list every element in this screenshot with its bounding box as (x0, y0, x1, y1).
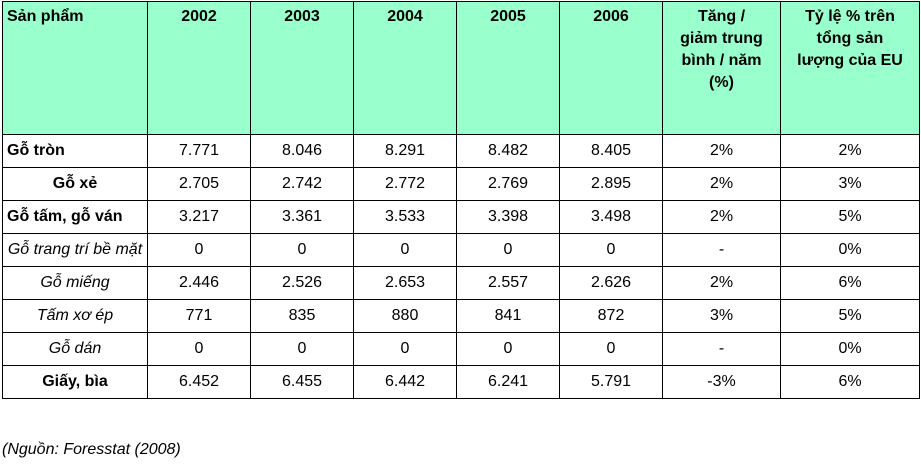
value-cell: 835 (250, 299, 354, 333)
value-cell: 0 (250, 332, 354, 366)
header-row: Sản phẩm 2002 2003 2004 2005 2006 Tăng /… (2, 1, 920, 135)
value-cell: 2.446 (147, 266, 251, 300)
value-cell: 3.217 (147, 200, 251, 234)
table-row: Giấy, bìa 6.452 6.455 6.442 6.241 5.791 -3% 6% (2, 365, 920, 399)
value-cell: 8.291 (353, 134, 457, 168)
value-cell: 6.442 (353, 365, 457, 399)
value-cell: 7.771 (147, 134, 251, 168)
value-cell: 3.533 (353, 200, 457, 234)
value-cell: 2.653 (353, 266, 457, 300)
header-year: 2004 (353, 1, 457, 135)
header-avg-change: Tăng / giảm trung bình / năm (%) (662, 1, 781, 135)
value-cell: 5.791 (559, 365, 663, 399)
value-cell: 2.526 (250, 266, 354, 300)
header-year: 2005 (456, 1, 560, 135)
value-cell: 0 (559, 233, 663, 267)
table-row: Gỗ trang trí bề mặt 0 0 0 0 0-0% (2, 233, 920, 267)
value-cell: 2.705 (147, 167, 251, 201)
header-year: 2003 (250, 1, 354, 135)
value-cell: 0 (353, 332, 457, 366)
header-product: Sản phẩm (2, 1, 148, 135)
row-label: Gỗ tấm, gỗ ván (2, 200, 148, 234)
value-cell: 0 (456, 233, 560, 267)
value-cell: 872 (559, 299, 663, 333)
share-cell: 6% (780, 266, 920, 300)
change-cell: 2% (662, 134, 781, 168)
source-note: (Nguồn: Foresstat (2008) (2, 441, 181, 458)
value-cell: 8.482 (456, 134, 560, 168)
value-cell: 3.498 (559, 200, 663, 234)
value-cell: 0 (456, 332, 560, 366)
change-cell: 2% (662, 200, 781, 234)
value-cell: 880 (353, 299, 457, 333)
table-row: Gỗ tròn 7.771 8.046 8.291 8.482 8.405 2% 2% (2, 134, 920, 168)
change-cell: - (662, 332, 781, 366)
header-year: 2002 (147, 1, 251, 135)
change-cell: 2% (662, 167, 781, 201)
value-cell: 0 (250, 233, 354, 267)
row-label: Gỗ trang trí bề mặt (2, 233, 148, 267)
value-cell: 3.361 (250, 200, 354, 234)
change-cell: 3% (662, 299, 781, 333)
share-cell: 5% (780, 200, 920, 234)
share-cell: 5% (780, 299, 920, 333)
value-cell: 6.452 (147, 365, 251, 399)
row-label: Gỗ dán (2, 332, 148, 366)
value-cell: 2.626 (559, 266, 663, 300)
header-year: 2006 (559, 1, 663, 135)
row-label: Tấm xơ ép (2, 299, 148, 333)
value-cell: 841 (456, 299, 560, 333)
share-cell: 6% (780, 365, 920, 399)
value-cell: 2.557 (456, 266, 560, 300)
value-cell: 2.769 (456, 167, 560, 201)
table-row: Gỗ xẻ 2.705 2.742 2.772 2.769 2.895 2% 3% (2, 167, 920, 201)
value-cell: 3.398 (456, 200, 560, 234)
table-row: Tấm xơ ép 771 835 880 841 872 3% 5% (2, 299, 920, 333)
table-row: Gỗ tấm, gỗ ván 3.217 3.361 3.533 3.398 3.498 2… (2, 200, 920, 234)
value-cell: 771 (147, 299, 251, 333)
value-cell: 0 (147, 233, 251, 267)
value-cell: 8.046 (250, 134, 354, 168)
share-cell: 3% (780, 167, 920, 201)
value-cell: 6.241 (456, 365, 560, 399)
row-label: Giấy, bìa (2, 365, 148, 399)
production-table: Sản phẩm 2002 2003 2004 2005 2006 Tăng /… (2, 1, 920, 399)
table-row: Gỗ miếng 2.446 2.526 2.653 2.557 2.626 2% 6% (2, 266, 920, 300)
value-cell: 2.772 (353, 167, 457, 201)
value-cell: 0 (353, 233, 457, 267)
header-eu-share: Tỷ lệ % trên tổng sản lượng của EU (780, 1, 920, 135)
change-cell: - (662, 233, 781, 267)
share-cell: 2% (780, 134, 920, 168)
row-label: Gỗ xẻ (2, 167, 148, 201)
row-label: Gỗ tròn (2, 134, 148, 168)
value-cell: 2.895 (559, 167, 663, 201)
value-cell: 2.742 (250, 167, 354, 201)
share-cell: 0% (780, 233, 920, 267)
change-cell: -3% (662, 365, 781, 399)
change-cell: 2% (662, 266, 781, 300)
table-row: Gỗ dán 0 0 0 0 0-0% (2, 332, 920, 366)
share-cell: 0% (780, 332, 920, 366)
value-cell: 0 (559, 332, 663, 366)
value-cell: 6.455 (250, 365, 354, 399)
row-label: Gỗ miếng (2, 266, 148, 300)
value-cell: 0 (147, 332, 251, 366)
value-cell: 8.405 (559, 134, 663, 168)
